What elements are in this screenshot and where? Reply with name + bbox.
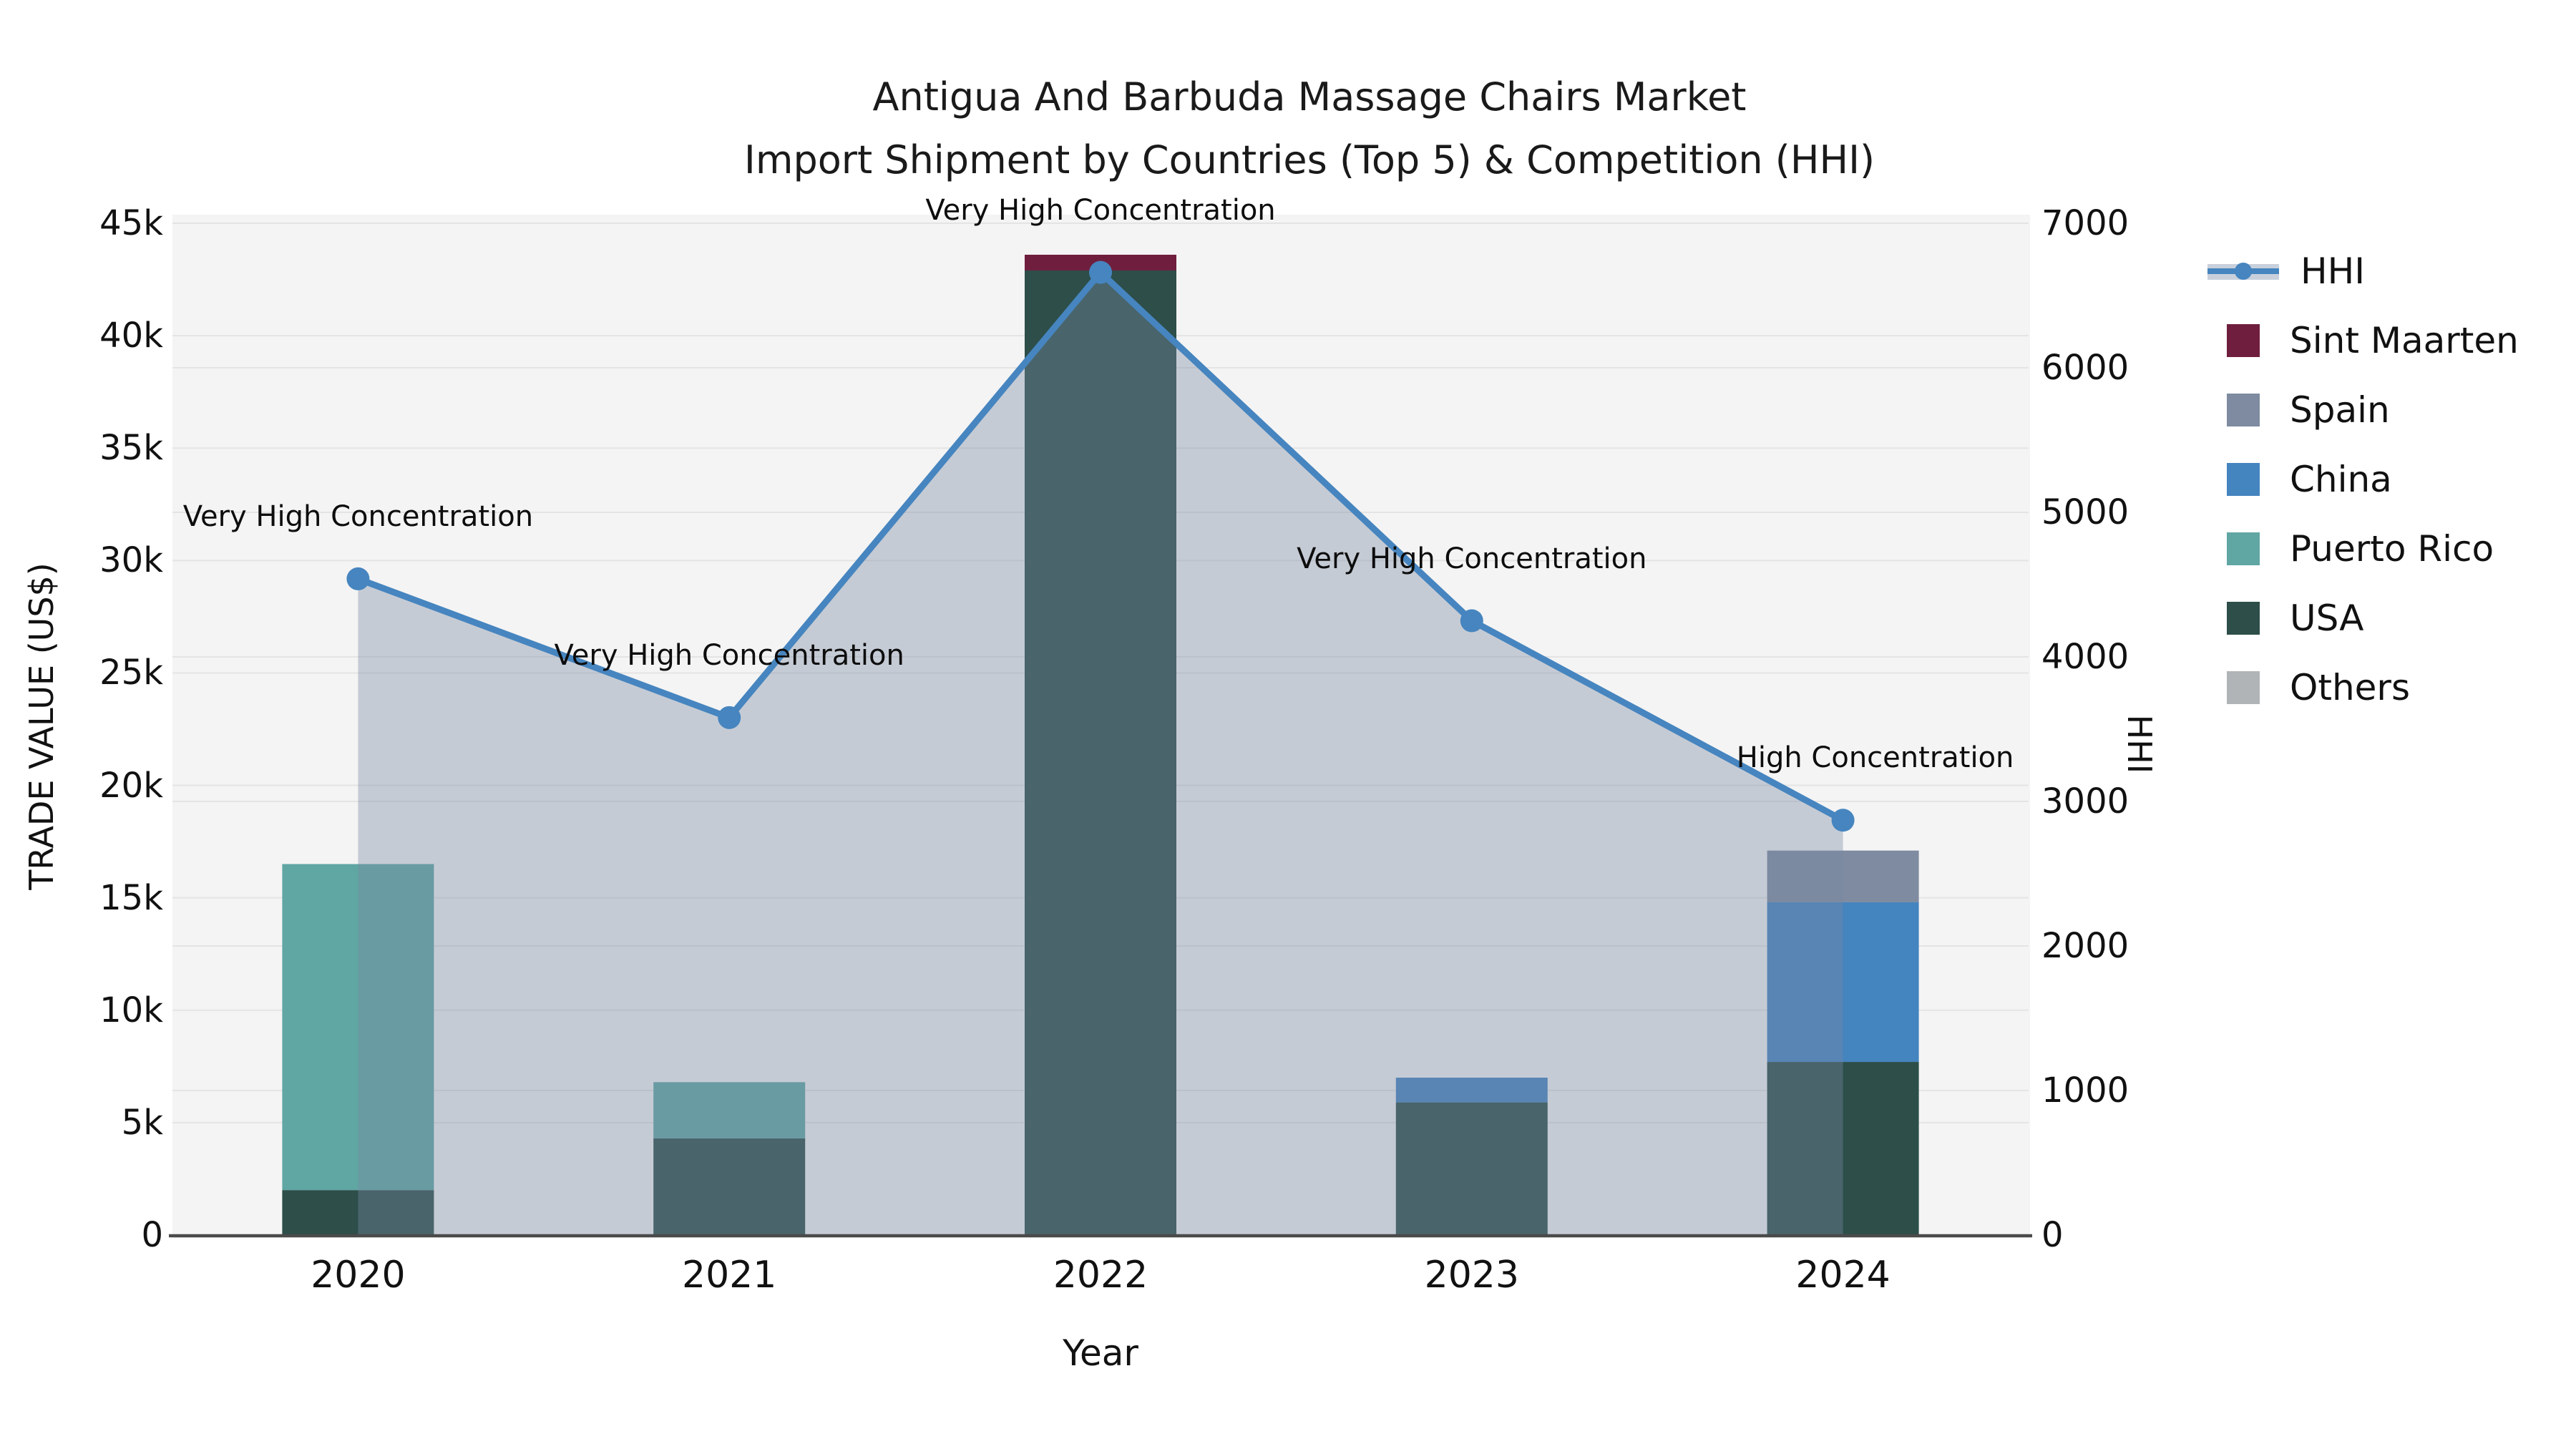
y-right-tick-6000: 6000 xyxy=(2041,348,2129,388)
legend-label-sint-maarten: Sint Maarten xyxy=(2290,319,2519,361)
x-tick-2020: 2020 xyxy=(311,1254,406,1297)
chart-title: Antigua And Barbuda Massage Chairs Marke… xyxy=(873,74,2183,119)
y-right-tick-5000: 5000 xyxy=(2041,492,2129,532)
hhi-area-fill xyxy=(358,272,1843,1236)
x-tick-2023: 2023 xyxy=(1424,1254,1519,1297)
y-left-tick-40k: 40k xyxy=(99,316,163,356)
legend-item-others[interactable]: Others xyxy=(2207,653,2519,722)
legend-swatch-spain xyxy=(2227,393,2260,426)
annotation-2023: Very High Concentration xyxy=(1297,542,1647,575)
y-right-tick-1000: 1000 xyxy=(2041,1070,2129,1111)
y-right-tick-7000: 7000 xyxy=(2041,203,2129,243)
annotation-2021: Very High Concentration xyxy=(554,638,904,672)
x-tick-2021: 2021 xyxy=(682,1254,777,1297)
legend-label-puerto-rico: Puerto Rico xyxy=(2290,527,2494,570)
chart-title-line1: Antigua And Barbuda Massage Chairs Marke… xyxy=(872,74,1747,119)
x-tick-2024: 2024 xyxy=(1795,1254,1890,1297)
bar-segment-spain-2024[interactable] xyxy=(1767,850,1919,902)
hhi-marker-2020[interactable] xyxy=(346,567,370,590)
legend-label-others: Others xyxy=(2290,666,2411,708)
legend-item-usa[interactable]: USA xyxy=(2207,583,2519,653)
hhi-marker-2024[interactable] xyxy=(1831,809,1855,832)
annotation-2020: Very High Concentration xyxy=(182,499,534,533)
x-axis-title: Year xyxy=(1063,1332,1138,1374)
chart-title-line2: Import Shipment by Countries (Top 5) & C… xyxy=(743,137,1875,182)
y-left-tick-45k: 45k xyxy=(99,203,163,243)
hhi-marker-2023[interactable] xyxy=(1460,609,1483,633)
y-left-tick-10k: 10k xyxy=(99,990,163,1030)
bar-segment-puerto-rico-2021[interactable] xyxy=(653,1082,806,1138)
bar-segment-usa-2020[interactable] xyxy=(282,1190,434,1235)
y-right-tick-0: 0 xyxy=(2041,1215,2064,1255)
legend-label-china: China xyxy=(2290,458,2392,500)
y-axis-right-title: HHI xyxy=(2120,714,2159,774)
legend-label-spain: Spain xyxy=(2290,389,2390,431)
x-tick-2022: 2022 xyxy=(1053,1254,1148,1297)
legend-label-usa: USA xyxy=(2290,597,2364,639)
legend-swatch-china xyxy=(2227,462,2260,496)
legend-item-spain[interactable]: Spain xyxy=(2207,375,2519,444)
legend-swatch-puerto-rico xyxy=(2227,532,2260,565)
bar-segment-puerto-rico-2020[interactable] xyxy=(282,864,434,1191)
y-left-tick-30k: 30k xyxy=(99,540,163,581)
bar-segment-usa-2022[interactable] xyxy=(1025,270,1176,1235)
y-left-tick-0: 0 xyxy=(141,1215,163,1255)
bar-segment-china-2023[interactable] xyxy=(1395,1078,1548,1103)
legend: HHI Sint Maarten Spain China Puerto Rico USA O… xyxy=(2207,236,2519,722)
y-axis-left-title: TRADE VALUE (US$) xyxy=(22,562,61,890)
legend-label-hhi: HHI xyxy=(2301,250,2365,292)
bar-segment-usa-2024[interactable] xyxy=(1767,1062,1919,1235)
legend-swatch-usa xyxy=(2227,601,2260,635)
bar-segment-usa-2023[interactable] xyxy=(1395,1102,1548,1235)
y-right-tick-4000: 4000 xyxy=(2041,637,2129,677)
y-left-tick-15k: 15k xyxy=(99,877,163,918)
chart-subtitle: Import Shipment by Countries (Top 5) & C… xyxy=(744,137,2440,182)
bar-segment-china-2024[interactable] xyxy=(1767,902,1919,1063)
hhi-marker-2022[interactable] xyxy=(1089,260,1112,284)
annotation-2022: Very High Concentration xyxy=(925,193,1276,227)
annotation-2024: High Concentration xyxy=(1736,741,2014,775)
legend-swatch-others xyxy=(2227,670,2260,704)
y-right-tick-3000: 3000 xyxy=(2041,781,2129,821)
legend-item-sint-maarten[interactable]: Sint Maarten xyxy=(2207,306,2519,375)
hhi-marker-2021[interactable] xyxy=(718,706,741,729)
hhi-dot-icon xyxy=(2235,262,2252,280)
hhi-line-icon xyxy=(2207,259,2279,283)
y-right-tick-2000: 2000 xyxy=(2041,926,2129,966)
y-left-tick-35k: 35k xyxy=(99,428,163,469)
y-left-tick-20k: 20k xyxy=(99,765,163,806)
legend-swatch-sint-maarten xyxy=(2227,323,2260,357)
legend-item-puerto-rico[interactable]: Puerto Rico xyxy=(2207,514,2519,583)
legend-item-hhi[interactable]: HHI xyxy=(2207,236,2519,306)
y-left-tick-25k: 25k xyxy=(99,653,163,693)
legend-item-china[interactable]: China xyxy=(2207,444,2519,514)
y-left-tick-5k: 5k xyxy=(121,1102,163,1143)
bar-segment-usa-2021[interactable] xyxy=(653,1138,806,1235)
